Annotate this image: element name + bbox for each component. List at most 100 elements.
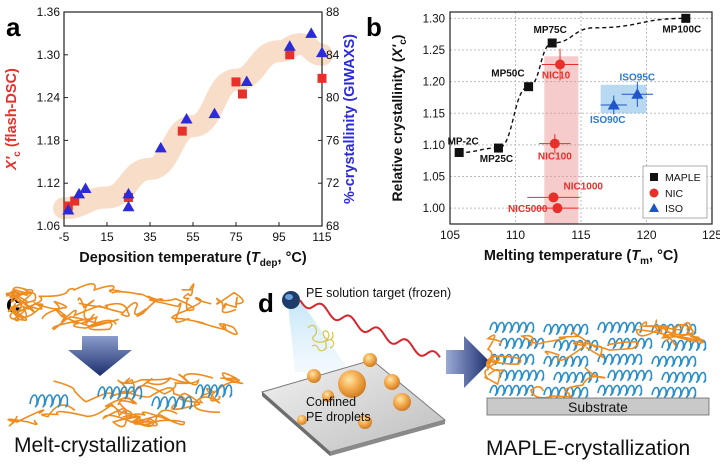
- x-tick-label: -5: [59, 230, 70, 244]
- y-axis-label-main: Relative crystallinity (: [389, 57, 405, 201]
- polymer-chain: [9, 300, 68, 322]
- maple-point: [681, 13, 691, 23]
- trend-band: [53, 33, 333, 220]
- x-tick-label: 115: [571, 228, 590, 242]
- droplet-icon: [393, 393, 411, 411]
- maple-point-label: MP-2C: [448, 136, 479, 147]
- maple-point: [524, 82, 534, 92]
- solvated-chains-icon: [307, 324, 335, 352]
- substrate-label: Substrate: [568, 399, 628, 415]
- data-point-triangle: [154, 141, 167, 153]
- data-point-triangle: [122, 187, 135, 199]
- nic-point-label: NIC100: [538, 152, 572, 163]
- iso-point: [631, 88, 644, 99]
- crystalline-lamella: [607, 337, 653, 350]
- panel-c: c Melt-crystallization: [5, 283, 244, 457]
- panel-d: d PE solution target (frozen) Confined P…: [258, 286, 710, 460]
- x-tick-label: 115: [312, 230, 331, 244]
- crystalline-lamella: [195, 384, 233, 398]
- maple-trend-curve: [459, 17, 686, 154]
- x-tick-label: 120: [636, 228, 656, 242]
- data-point-square: [317, 73, 327, 83]
- crystalline-lamella: [543, 323, 589, 336]
- nic-point-label: NIC10: [542, 71, 571, 82]
- polymer-chain: [215, 291, 244, 314]
- polymer-chain: [52, 297, 99, 331]
- plate-edge: [262, 392, 330, 456]
- droplets-label-line1: Confined: [306, 395, 356, 409]
- polymer-chain: [124, 409, 185, 427]
- polymer-chain: [5, 288, 32, 308]
- data-point-triangle: [305, 27, 318, 38]
- laser-pulse-icon: [299, 299, 441, 358]
- crystalline-lamella: [97, 386, 143, 400]
- target-highlight: [285, 294, 293, 300]
- crystalline-lamella: [489, 384, 535, 397]
- x-tick-label: 55: [186, 230, 200, 244]
- polymer-chain: [519, 331, 605, 359]
- data-point-square: [231, 77, 241, 87]
- y-right-tick-label: 84: [326, 48, 340, 62]
- crystalline-lamella: [499, 369, 545, 382]
- data-point-triangle: [316, 46, 328, 58]
- x-tick-label: 35: [143, 230, 157, 244]
- maple-point: [547, 38, 557, 48]
- panel-label-b: b: [366, 12, 382, 42]
- y-left-tick-label: 1.06: [37, 219, 61, 233]
- y-left-tick-label: 1.30: [37, 48, 61, 62]
- crystalline-lamella: [651, 355, 697, 368]
- panel-b: b 105 110 115 120 125 1.00 1.05 1.10 1.15 1.20 1.2…: [366, 11, 720, 267]
- plume-cone: [288, 300, 350, 372]
- data-point-square: [70, 196, 80, 206]
- maple-point-label: MP25C: [480, 154, 513, 165]
- legend-marker-iso: [649, 203, 659, 212]
- target-label: PE solution target (frozen): [306, 286, 451, 300]
- data-point-square: [177, 126, 187, 136]
- legend-label-iso: ISO: [665, 203, 683, 215]
- polymer-chain: [174, 317, 238, 336]
- crystalline-lamella: [661, 339, 707, 352]
- x-axis-label-sub: m: [640, 256, 649, 267]
- iso-range-box: [600, 84, 647, 114]
- x-axis-label-tail: , °C): [649, 248, 678, 264]
- x-tick-label: 95: [272, 230, 286, 244]
- crystalline-lamella: [553, 371, 599, 384]
- polymer-chain: [102, 397, 175, 423]
- panel-label-d: d: [258, 288, 274, 318]
- y-axis-label-tail: ): [389, 35, 405, 40]
- x-axis-label: Deposition temperature (Tdep, °C): [79, 250, 307, 269]
- y-right-tick-label: 76: [326, 133, 340, 147]
- x-axis-label-sub: dep: [260, 258, 278, 269]
- y-axis-label-var: X: [389, 46, 405, 58]
- crystalline-lamella: [597, 384, 643, 397]
- crystalline-lamella: [29, 394, 69, 408]
- polymer-chain: [544, 340, 639, 362]
- y-right-tick-label: 88: [326, 5, 340, 19]
- data-point-triangle: [208, 107, 221, 119]
- target-disk-icon: [282, 291, 300, 309]
- polymer-chain: [7, 409, 45, 427]
- maple-point-label: MP50C: [491, 69, 524, 80]
- droplet-icon: [297, 415, 307, 425]
- data-point-square: [285, 50, 295, 60]
- nic-point: [552, 203, 563, 214]
- x-axis-label-var: T: [251, 250, 261, 266]
- x-tick-label: 75: [229, 230, 243, 244]
- crystallized-chains-illustration: [7, 372, 244, 428]
- y-left-axis-label-sub: c: [12, 151, 23, 157]
- droplet-icon: [384, 374, 400, 390]
- chart-b: 105 110 115 120 125 1.00 1.05 1.10 1.15 1.20 1.25 1…: [389, 11, 720, 267]
- polymer-chain: [134, 373, 214, 395]
- droplet-icon: [358, 415, 372, 429]
- y-left-axis-label: X'c (flash-DSC): [4, 68, 23, 171]
- crystalline-lamella: [499, 337, 545, 350]
- nic-point-label: NIC1000: [563, 181, 603, 192]
- y-right-tick-label: 68: [326, 219, 340, 233]
- y-left-axis-label-var: X: [4, 159, 20, 171]
- nic-point: [549, 138, 560, 149]
- x-tick-label: 15: [100, 230, 114, 244]
- crystalline-lamella: [651, 386, 697, 399]
- panel-c-caption: Melt-crystallization: [14, 434, 187, 457]
- substrate-bar: [486, 397, 710, 416]
- nic-point: [555, 59, 566, 70]
